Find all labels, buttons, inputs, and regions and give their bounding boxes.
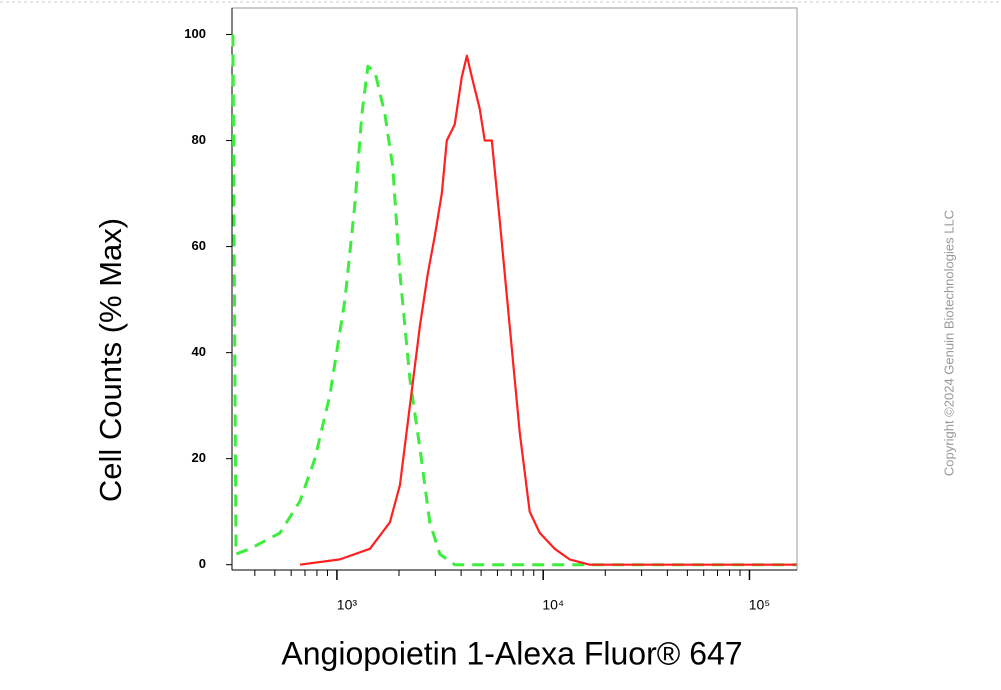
copyright: Copyright ©2024 Genuin Biotechnologies L… bbox=[941, 210, 956, 476]
y-tick-label: 40 bbox=[192, 344, 206, 359]
y-tick-label: 100 bbox=[184, 26, 206, 41]
y-tick-label: 20 bbox=[192, 450, 206, 465]
y-tick-label: 60 bbox=[192, 238, 206, 253]
x-tick-label: 10⁵ bbox=[749, 597, 770, 613]
histogram-line bbox=[231, 34, 797, 567]
y-axis-label: Cell Counts (% Max) bbox=[93, 218, 128, 502]
x-tick-label: 10³ bbox=[337, 597, 358, 613]
y-tick-label: 0 bbox=[199, 556, 206, 571]
y-tick-label: 80 bbox=[192, 132, 206, 147]
plot-frame bbox=[231, 7, 798, 571]
x-tick-label: 10⁴ bbox=[542, 597, 564, 613]
x-axis-label: Angiopoietin 1-Alexa Fluor® 647 bbox=[281, 635, 742, 671]
histogram-line bbox=[299, 54, 797, 566]
